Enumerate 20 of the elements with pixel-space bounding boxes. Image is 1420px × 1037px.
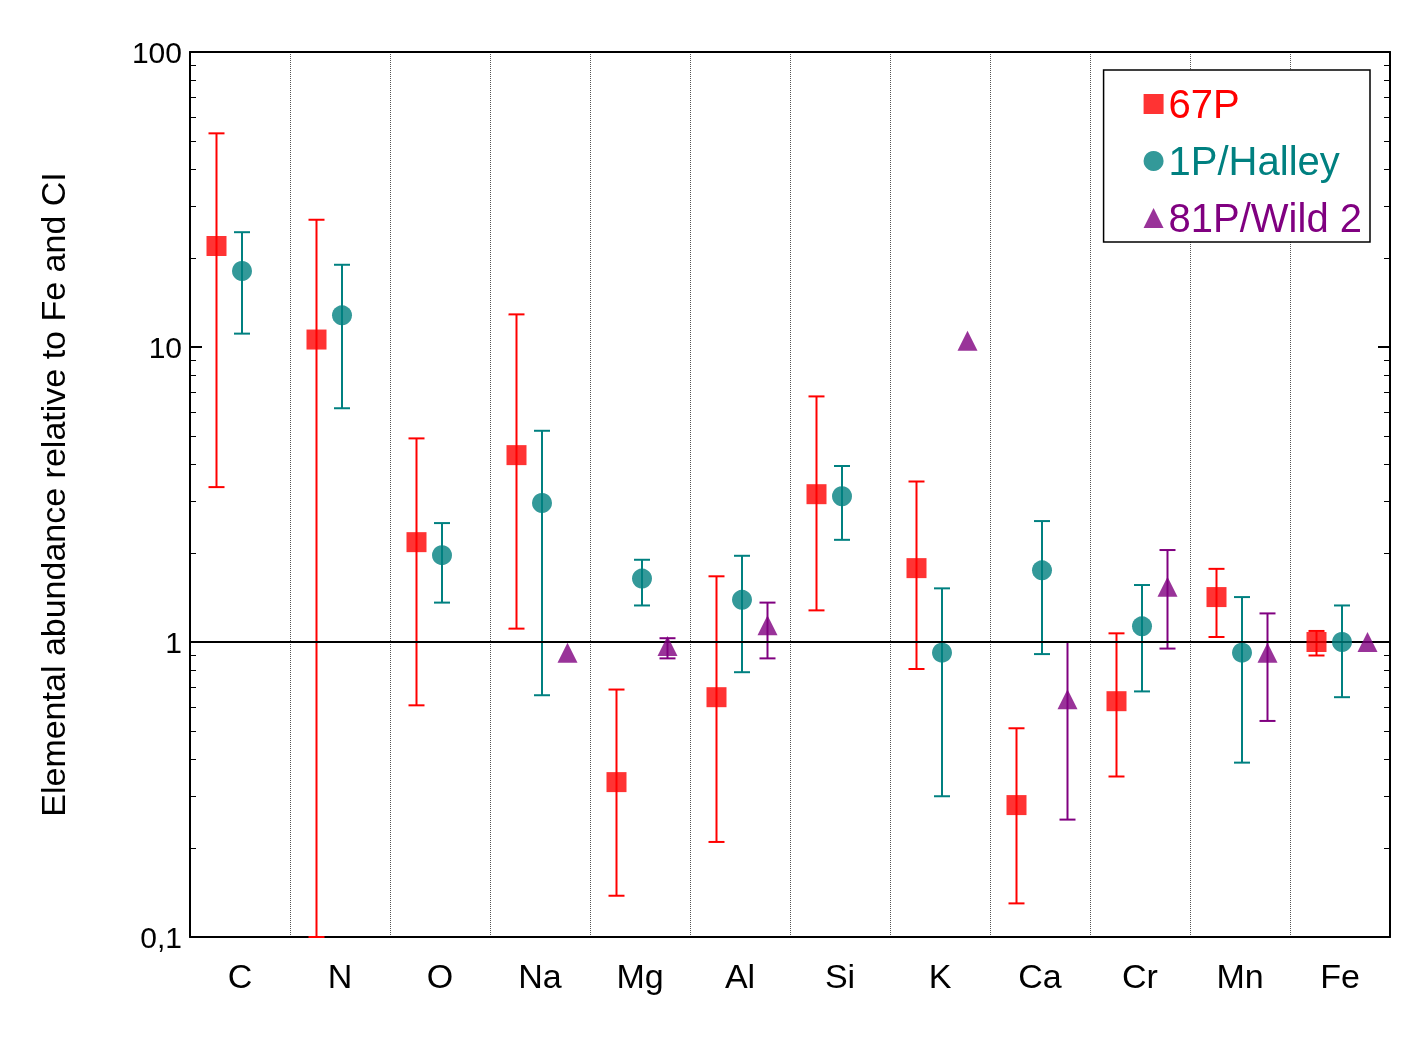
x-tick-label: Al xyxy=(724,957,756,995)
x-tick-label: Fe xyxy=(1320,957,1360,995)
legend-label: 67P xyxy=(1168,82,1240,126)
x-tick-label: Cr xyxy=(1122,957,1158,995)
legend-label: 1P/Halley xyxy=(1168,139,1340,183)
x-tick-label: Na xyxy=(518,957,562,995)
x-tick-label: C xyxy=(227,957,253,995)
legend-label: 81P/Wild 2 xyxy=(1168,196,1362,240)
y-tick-label: 10 xyxy=(148,330,182,364)
y-tick-label: 0,1 xyxy=(140,920,182,954)
x-tick-label: N xyxy=(327,957,353,995)
x-tick-label: Ca xyxy=(1018,957,1062,995)
y-tick-label: 100 xyxy=(131,35,182,69)
x-tick-label: O xyxy=(426,957,454,995)
y-tick-label: 1 xyxy=(165,625,182,659)
y-axis-title: Elemental abundance relative to Fe and CI xyxy=(34,172,72,817)
x-tick-label: K xyxy=(928,957,952,995)
x-tick-label: Si xyxy=(824,957,856,995)
x-tick-label: Mg xyxy=(616,957,664,995)
x-tick-label: Mn xyxy=(1216,957,1264,995)
